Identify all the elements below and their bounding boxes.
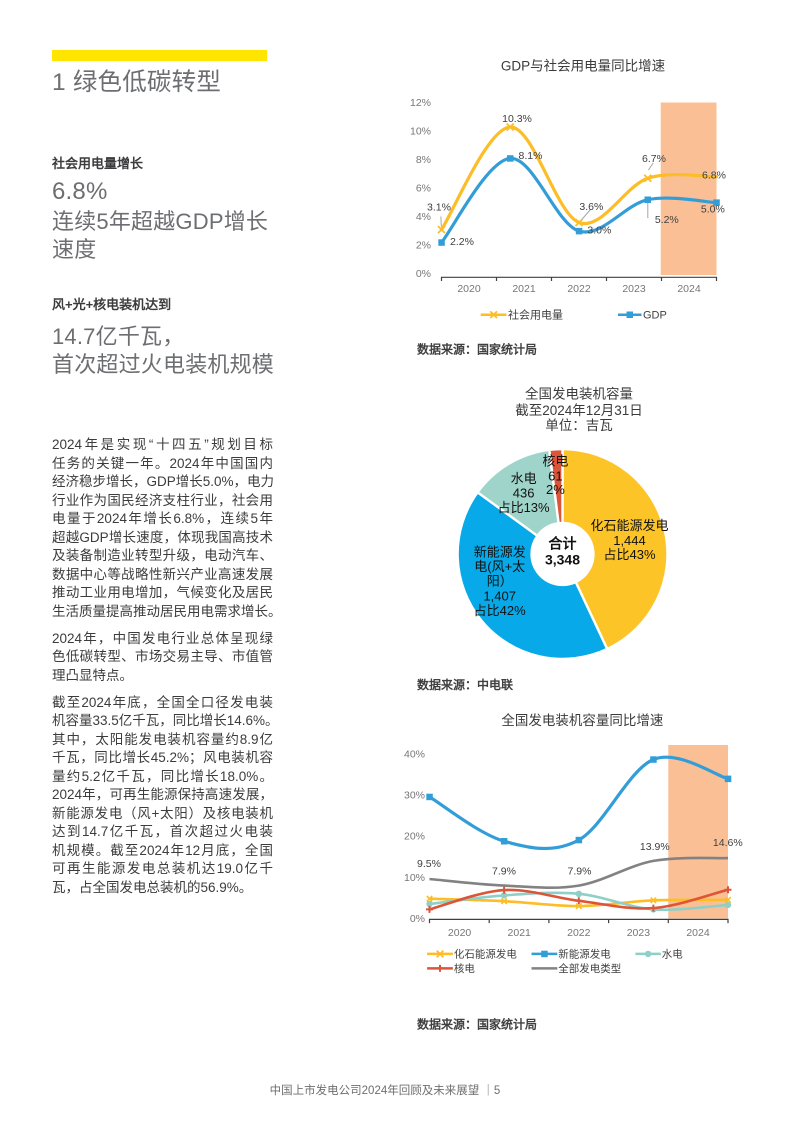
svg-text:6%: 6%	[416, 182, 431, 194]
svg-text:20%: 20%	[404, 831, 425, 843]
svg-text:GDP与社会用电量同比增速: GDP与社会用电量同比增速	[501, 59, 665, 74]
svg-text:社会用电量: 社会用电量	[508, 308, 563, 322]
svg-text:40%: 40%	[404, 749, 425, 761]
svg-text:2%: 2%	[416, 239, 431, 251]
svg-text:10.3%: 10.3%	[502, 113, 532, 125]
svg-text:核电: 核电	[454, 962, 475, 975]
svg-text:2024: 2024	[677, 283, 701, 295]
svg-text:2023: 2023	[627, 927, 651, 939]
svg-text:GDP: GDP	[643, 310, 667, 322]
svg-text:10%: 10%	[404, 872, 425, 884]
svg-text:全部发电类型: 全部发电类型	[558, 962, 621, 975]
svg-text:2021: 2021	[512, 283, 536, 295]
svg-text:全国发电装机容量同比增速: 全国发电装机容量同比增速	[501, 712, 663, 728]
svg-text:单位：吉瓦: 单位：吉瓦	[545, 418, 613, 433]
svg-text:占比13%: 占比13%	[498, 500, 550, 515]
svg-text:6.7%: 6.7%	[642, 153, 666, 165]
svg-text:6.8%: 6.8%	[702, 170, 726, 182]
svg-text:数据来源：国家统计局: 数据来源：国家统计局	[417, 342, 537, 357]
svg-text:3.6%: 3.6%	[579, 201, 603, 213]
svg-text:1,407: 1,407	[483, 588, 516, 603]
svg-text:化石能源发电: 化石能源发电	[454, 948, 517, 961]
svg-text:占比43%: 占比43%	[603, 547, 655, 562]
svg-text:3.0%: 3.0%	[587, 224, 611, 236]
svg-text:数据来源：中电联: 数据来源：中电联	[417, 677, 513, 692]
svg-text:合计: 合计	[549, 536, 577, 552]
svg-text:化石能源发电: 化石能源发电	[590, 518, 668, 533]
svg-text:8%: 8%	[416, 154, 431, 166]
svg-text:水电: 水电	[511, 471, 537, 486]
svg-text:3,348: 3,348	[545, 551, 580, 567]
svg-text:12%: 12%	[410, 97, 431, 109]
svg-text:14.6%: 14.6%	[713, 837, 743, 849]
svg-text:新能源发电: 新能源发电	[558, 948, 611, 961]
svg-text:8.1%: 8.1%	[519, 150, 543, 162]
svg-text:2%: 2%	[546, 482, 565, 497]
svg-text:1,444: 1,444	[613, 533, 646, 548]
svg-text:2021: 2021	[508, 927, 532, 939]
svg-text:0%: 0%	[410, 913, 425, 925]
svg-text:2024: 2024	[686, 927, 710, 939]
svg-text:0%: 0%	[416, 268, 431, 280]
svg-text:2022: 2022	[567, 283, 591, 295]
svg-text:阳）: 阳）	[487, 574, 513, 589]
svg-text:13.9%: 13.9%	[640, 841, 670, 853]
svg-text:2023: 2023	[622, 283, 646, 295]
svg-text:7.9%: 7.9%	[492, 866, 516, 878]
svg-text:436: 436	[513, 486, 535, 501]
svg-text:3.1%: 3.1%	[427, 202, 451, 214]
svg-text:数据来源：国家统计局: 数据来源：国家统计局	[417, 1017, 537, 1032]
svg-text:5.2%: 5.2%	[655, 214, 679, 226]
svg-text:61: 61	[548, 468, 562, 483]
svg-text:2022: 2022	[567, 927, 591, 939]
svg-text:核电: 核电	[542, 454, 568, 469]
svg-text:10%: 10%	[410, 125, 431, 137]
svg-text:2020: 2020	[448, 927, 472, 939]
svg-text:2.2%: 2.2%	[450, 236, 474, 248]
svg-text:30%: 30%	[404, 790, 425, 802]
svg-text:水电: 水电	[662, 948, 683, 961]
svg-text:9.5%: 9.5%	[417, 858, 441, 870]
svg-text:7.9%: 7.9%	[568, 866, 592, 878]
svg-text:4%: 4%	[416, 211, 431, 223]
svg-text:电(风+太: 电(风+太	[474, 559, 525, 574]
svg-text:新能源发: 新能源发	[474, 545, 526, 560]
svg-text:占比42%: 占比42%	[474, 603, 526, 618]
svg-text:2020: 2020	[457, 283, 481, 295]
svg-text:5.0%: 5.0%	[701, 204, 725, 216]
svg-text:全国发电装机容量: 全国发电装机容量	[525, 386, 633, 402]
svg-text:截至2024年12月31日: 截至2024年12月31日	[515, 403, 643, 418]
